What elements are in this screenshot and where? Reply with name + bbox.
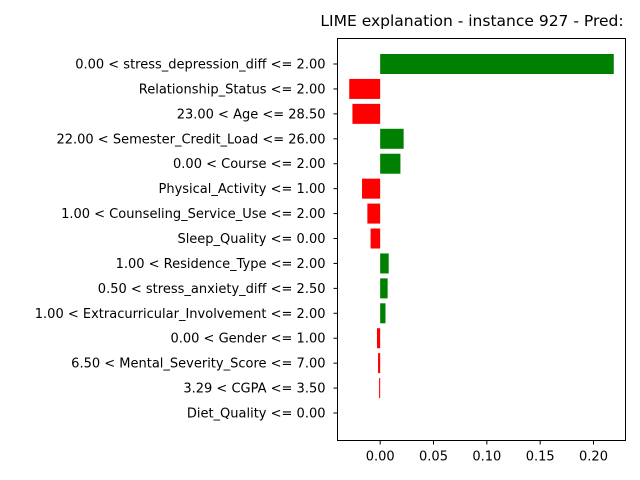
y-tick-label: 0.50 < stress_anxiety_diff <= 2.50 bbox=[98, 282, 326, 297]
plot-frame bbox=[337, 38, 626, 441]
x-tick-label: 0.20 bbox=[579, 450, 608, 465]
y-tick-label: Sleep_Quality <= 0.00 bbox=[177, 232, 325, 247]
bar-8 bbox=[380, 253, 389, 274]
y-tick-label: Physical_Activity <= 1.00 bbox=[159, 182, 326, 197]
bar-1 bbox=[349, 78, 381, 99]
y-tick-label: 0.00 < Course <= 2.00 bbox=[173, 157, 325, 172]
y-tick-label: 1.00 < Residence_Type <= 2.00 bbox=[116, 257, 326, 272]
y-tick-label: 0.00 < Gender <= 1.00 bbox=[170, 332, 325, 347]
chart-title: LIME explanation - instance 927 - Pred: bbox=[320, 12, 623, 30]
y-tick-label: Diet_Quality <= 0.00 bbox=[187, 407, 326, 422]
bar-9 bbox=[380, 278, 388, 299]
y-tick-label: 6.50 < Mental_Severity_Score <= 7.00 bbox=[71, 357, 325, 372]
y-tick-label: 0.00 < stress_depression_diff <= 2.00 bbox=[75, 58, 325, 73]
bar-7 bbox=[370, 228, 381, 249]
x-tick-label: 0.00 bbox=[366, 450, 395, 465]
bar-13 bbox=[379, 378, 381, 399]
bar-6 bbox=[367, 203, 381, 224]
bars-group bbox=[349, 54, 614, 399]
x-tick-label: 0.05 bbox=[419, 450, 448, 465]
bar-12 bbox=[378, 353, 381, 374]
y-tick-label: 22.00 < Semester_Credit_Load <= 26.00 bbox=[56, 132, 325, 147]
y-tick-label: 23.00 < Age <= 28.50 bbox=[177, 107, 326, 122]
bar-10 bbox=[380, 303, 386, 324]
bar-11 bbox=[376, 328, 381, 349]
bar-3 bbox=[380, 128, 404, 149]
bar-0 bbox=[380, 54, 614, 74]
y-tick-label: Relationship_Status <= 2.00 bbox=[139, 82, 326, 97]
y-tick-label: 1.00 < Counseling_Service_Use <= 2.00 bbox=[61, 207, 325, 222]
bar-5 bbox=[362, 178, 381, 199]
y-tick-label: 1.00 < Extracurricular_Involvement <= 2.… bbox=[35, 307, 326, 322]
bar-2 bbox=[352, 103, 381, 124]
x-tick-label: 0.15 bbox=[526, 450, 555, 465]
x-axis-ticks: 0.00 0.05 0.10 0.15 0.20 bbox=[366, 440, 608, 465]
bar-4 bbox=[380, 153, 401, 174]
y-tick-label: 3.29 < CGPA <= 3.50 bbox=[183, 382, 325, 397]
x-tick-label: 0.10 bbox=[472, 450, 501, 465]
y-axis-ticks: 0.00 < stress_depression_diff <= 2.00 Rel… bbox=[35, 58, 338, 422]
